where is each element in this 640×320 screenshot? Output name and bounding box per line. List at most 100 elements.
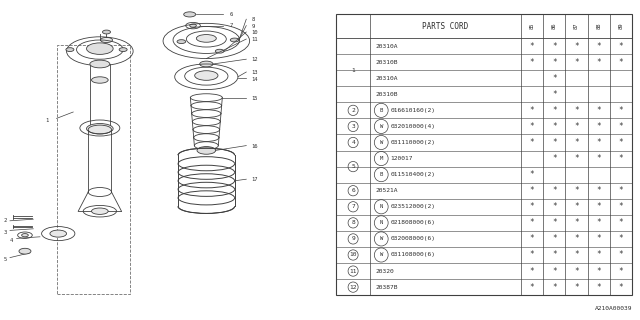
Text: 016610160(2): 016610160(2) bbox=[390, 108, 435, 113]
Text: 2: 2 bbox=[351, 108, 355, 113]
Text: 85: 85 bbox=[529, 23, 534, 29]
Text: *: * bbox=[596, 218, 601, 227]
Text: 8: 8 bbox=[351, 220, 355, 225]
Ellipse shape bbox=[86, 124, 113, 134]
Text: *: * bbox=[574, 106, 579, 115]
Text: *: * bbox=[530, 186, 534, 195]
Ellipse shape bbox=[92, 77, 108, 83]
Text: 6: 6 bbox=[230, 12, 233, 17]
Text: *: * bbox=[530, 106, 534, 115]
Text: 2: 2 bbox=[3, 218, 6, 223]
Text: 87: 87 bbox=[574, 23, 579, 29]
Text: 9: 9 bbox=[252, 24, 255, 29]
Text: 12: 12 bbox=[252, 57, 258, 62]
Text: 16: 16 bbox=[252, 144, 258, 149]
Text: 13: 13 bbox=[252, 70, 258, 75]
Ellipse shape bbox=[200, 61, 213, 67]
Text: 12: 12 bbox=[349, 284, 357, 290]
Text: *: * bbox=[619, 42, 623, 51]
Text: *: * bbox=[552, 42, 557, 51]
Text: 011510400(2): 011510400(2) bbox=[390, 172, 435, 177]
Text: *: * bbox=[552, 154, 557, 163]
Text: *: * bbox=[596, 186, 601, 195]
Text: *: * bbox=[574, 251, 579, 260]
Text: *: * bbox=[619, 267, 623, 276]
Text: *: * bbox=[552, 202, 557, 211]
Text: W: W bbox=[380, 236, 383, 241]
Text: *: * bbox=[619, 122, 623, 131]
Text: A210A00039: A210A00039 bbox=[595, 306, 632, 310]
Text: *: * bbox=[619, 283, 623, 292]
Ellipse shape bbox=[50, 230, 67, 237]
Text: *: * bbox=[596, 42, 601, 51]
Text: 11: 11 bbox=[349, 268, 357, 274]
Text: B: B bbox=[380, 108, 383, 113]
Text: *: * bbox=[530, 235, 534, 244]
Ellipse shape bbox=[189, 24, 196, 27]
Text: *: * bbox=[552, 58, 557, 67]
Ellipse shape bbox=[102, 30, 111, 34]
Text: 20387B: 20387B bbox=[376, 284, 398, 290]
Text: 031110000(2): 031110000(2) bbox=[390, 140, 435, 145]
Text: *: * bbox=[619, 235, 623, 244]
Text: *: * bbox=[530, 283, 534, 292]
Text: *: * bbox=[619, 218, 623, 227]
Text: *: * bbox=[552, 251, 557, 260]
Text: *: * bbox=[574, 218, 579, 227]
Text: *: * bbox=[530, 267, 534, 276]
Text: *: * bbox=[530, 218, 534, 227]
Text: 032008000(6): 032008000(6) bbox=[390, 236, 435, 241]
Text: *: * bbox=[552, 138, 557, 147]
Text: *: * bbox=[552, 235, 557, 244]
Ellipse shape bbox=[230, 38, 239, 42]
Text: 20310A: 20310A bbox=[376, 44, 398, 49]
Text: *: * bbox=[619, 251, 623, 260]
Text: *: * bbox=[552, 106, 557, 115]
Text: 6: 6 bbox=[351, 188, 355, 193]
Text: PARTS CORD: PARTS CORD bbox=[422, 21, 468, 31]
Text: *: * bbox=[574, 267, 579, 276]
Text: 120017: 120017 bbox=[390, 156, 413, 161]
Text: 1: 1 bbox=[351, 68, 355, 73]
Text: 9: 9 bbox=[351, 236, 355, 241]
Text: 20310A: 20310A bbox=[376, 76, 398, 81]
Text: *: * bbox=[574, 58, 579, 67]
Text: *: * bbox=[574, 42, 579, 51]
Text: *: * bbox=[596, 58, 601, 67]
Text: M: M bbox=[380, 156, 383, 161]
Text: 1: 1 bbox=[45, 117, 48, 123]
Text: *: * bbox=[530, 138, 534, 147]
Text: *: * bbox=[530, 170, 534, 179]
Text: 021808000(6): 021808000(6) bbox=[390, 220, 435, 225]
Text: *: * bbox=[596, 267, 601, 276]
Text: *: * bbox=[552, 218, 557, 227]
Text: *: * bbox=[619, 58, 623, 67]
Text: *: * bbox=[552, 283, 557, 292]
Text: *: * bbox=[574, 138, 579, 147]
Text: 5: 5 bbox=[3, 257, 6, 262]
Text: 20521A: 20521A bbox=[376, 188, 398, 193]
Ellipse shape bbox=[86, 43, 113, 54]
Text: 15: 15 bbox=[252, 96, 258, 101]
Text: 20310B: 20310B bbox=[376, 60, 398, 65]
Text: *: * bbox=[574, 186, 579, 195]
Ellipse shape bbox=[19, 248, 31, 254]
Text: *: * bbox=[596, 122, 601, 131]
Ellipse shape bbox=[195, 71, 218, 80]
Ellipse shape bbox=[184, 12, 196, 17]
Text: 032010000(4): 032010000(4) bbox=[390, 124, 435, 129]
Text: 7: 7 bbox=[230, 23, 233, 28]
Bar bbox=[56, 45, 130, 294]
Text: *: * bbox=[574, 154, 579, 163]
Text: 17: 17 bbox=[252, 177, 258, 182]
Text: *: * bbox=[619, 106, 623, 115]
Text: W: W bbox=[380, 124, 383, 129]
Text: *: * bbox=[596, 283, 601, 292]
Ellipse shape bbox=[215, 49, 224, 53]
Text: 89: 89 bbox=[618, 23, 623, 29]
Text: W: W bbox=[380, 140, 383, 145]
Text: W: W bbox=[380, 252, 383, 258]
Text: N: N bbox=[380, 220, 383, 225]
Text: N: N bbox=[380, 204, 383, 209]
Ellipse shape bbox=[197, 147, 216, 154]
